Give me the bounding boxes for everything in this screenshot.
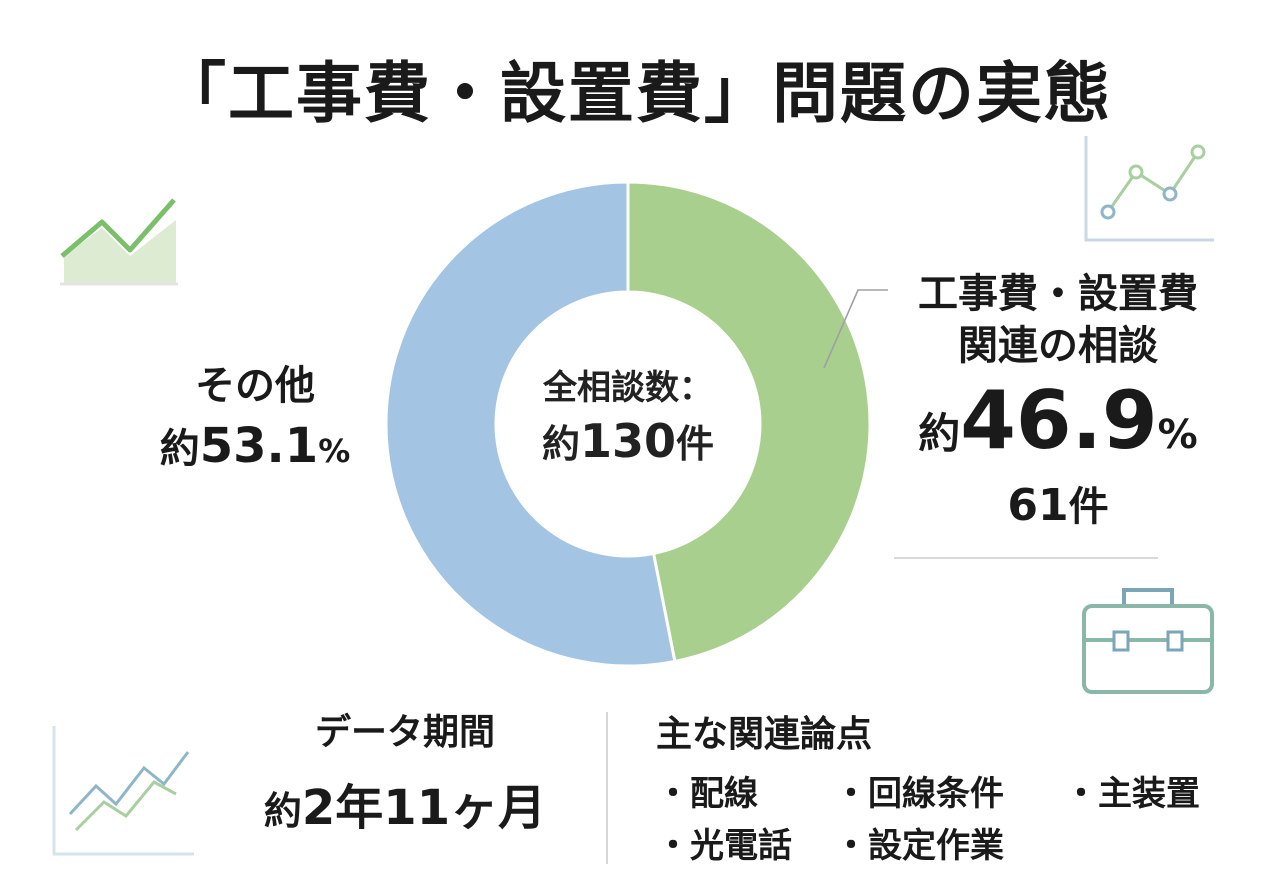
topic-item: ・設定作業 xyxy=(834,826,1004,866)
topic-item: ・光電話 xyxy=(656,826,792,866)
topic-item: ・回線条件 xyxy=(834,774,1004,814)
donut-center-label: 全相談数： 約130件 xyxy=(478,366,778,469)
area-chart-icon xyxy=(60,198,178,286)
leader-line xyxy=(823,289,888,369)
other-name: その他 xyxy=(195,363,315,409)
other-percent: 約53.1% xyxy=(159,418,351,474)
total-value: 約130件 xyxy=(541,414,715,468)
main-count: 61件 xyxy=(1007,480,1109,531)
period-value: 約2年11ヶ月 xyxy=(263,780,547,836)
chart-title: 「工事費・設置費」問題の実態 xyxy=(160,55,1112,132)
main-name-line1: 工事費・設置費 xyxy=(918,271,1198,317)
topic-item: ・主装置 xyxy=(1064,774,1200,814)
line-chart-icon xyxy=(1084,136,1214,242)
period-label: データ期間 xyxy=(314,712,495,753)
other-slice-label: その他 約53.1% xyxy=(140,360,370,479)
topic-item: ・配線 xyxy=(656,774,758,814)
donut-slice-1 xyxy=(384,180,677,668)
briefcase-icon xyxy=(1082,588,1214,694)
main-percent: 約46.9% xyxy=(918,374,1198,467)
related-topics: 主な関連論点 ・配線 ・回線条件 ・主装置 ・光電話 ・設定作業 xyxy=(656,708,1256,866)
main-slice-label: 工事費・設置費 関連の相談 約46.9% 61件 xyxy=(878,268,1238,533)
total-label: 全相談数： xyxy=(543,368,713,408)
main-name-line2: 関連の相談 xyxy=(958,323,1158,369)
data-period: データ期間 約2年11ヶ月 xyxy=(250,706,560,841)
donut-slice-0 xyxy=(626,180,872,664)
section-divider xyxy=(606,712,608,864)
topics-label: 主な関連論点 xyxy=(656,714,873,755)
trend-lines-icon xyxy=(52,726,194,856)
